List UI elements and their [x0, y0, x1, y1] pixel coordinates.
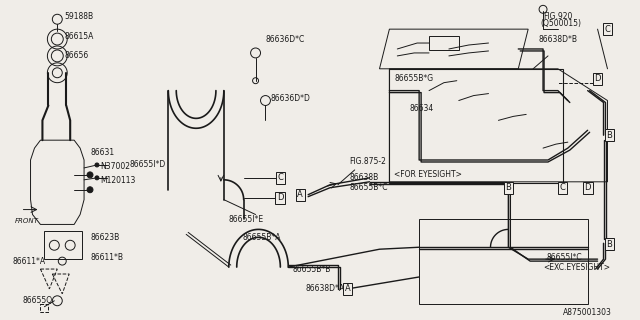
- Circle shape: [87, 172, 93, 178]
- Text: 86611*A: 86611*A: [13, 257, 46, 266]
- Circle shape: [95, 163, 99, 167]
- Text: 86655I*C: 86655I*C: [546, 253, 582, 262]
- Text: D: D: [584, 183, 591, 192]
- Text: A: A: [345, 284, 351, 293]
- Text: FIG.920: FIG.920: [543, 12, 572, 21]
- Bar: [40, 304, 49, 312]
- Text: D: D: [595, 74, 601, 83]
- Text: 86611*B: 86611*B: [90, 253, 123, 262]
- Text: 86631: 86631: [90, 148, 114, 156]
- Text: C: C: [277, 173, 284, 182]
- Bar: [389, 69, 563, 183]
- Text: 86655B*C: 86655B*C: [349, 183, 388, 192]
- Circle shape: [87, 187, 93, 193]
- Text: <EXC.EYESIGHT>: <EXC.EYESIGHT>: [543, 263, 610, 272]
- Text: 86655B*B: 86655B*B: [292, 265, 331, 274]
- Text: B: B: [607, 240, 612, 249]
- Text: 86615A: 86615A: [64, 32, 93, 41]
- Text: 86655I*D: 86655I*D: [130, 160, 166, 170]
- Text: <FOR EYESIGHT>: <FOR EYESIGHT>: [394, 170, 462, 180]
- Text: 86638D*A: 86638D*A: [305, 284, 344, 293]
- Text: FIG.875-2: FIG.875-2: [349, 157, 387, 166]
- Text: M120113: M120113: [100, 176, 135, 185]
- Text: 86655I*E: 86655I*E: [228, 215, 264, 224]
- Text: 86655B*A: 86655B*A: [243, 233, 281, 242]
- Bar: [44, 231, 82, 259]
- Text: 86636D*D: 86636D*D: [271, 94, 310, 103]
- Text: 86655Q: 86655Q: [22, 296, 52, 305]
- Text: 86638B: 86638B: [349, 173, 379, 182]
- Text: D: D: [277, 193, 284, 202]
- Text: C: C: [605, 25, 611, 34]
- Text: 86623B: 86623B: [90, 233, 119, 242]
- Text: 86656: 86656: [64, 52, 88, 60]
- Text: A875001303: A875001303: [563, 308, 612, 317]
- Text: 86655B*G: 86655B*G: [394, 74, 433, 83]
- Text: N37002: N37002: [100, 163, 130, 172]
- Text: 86638D*B: 86638D*B: [538, 35, 577, 44]
- Bar: [429, 36, 459, 50]
- Text: B: B: [506, 183, 511, 192]
- Text: 59188B: 59188B: [64, 12, 93, 21]
- Text: 86636D*C: 86636D*C: [266, 35, 305, 44]
- Text: 86634: 86634: [409, 104, 433, 113]
- Text: C: C: [560, 183, 566, 192]
- Text: FRONT: FRONT: [15, 219, 38, 224]
- Text: B: B: [607, 131, 612, 140]
- Text: (Q500015): (Q500015): [540, 19, 581, 28]
- Text: A: A: [298, 190, 303, 199]
- Circle shape: [95, 176, 99, 180]
